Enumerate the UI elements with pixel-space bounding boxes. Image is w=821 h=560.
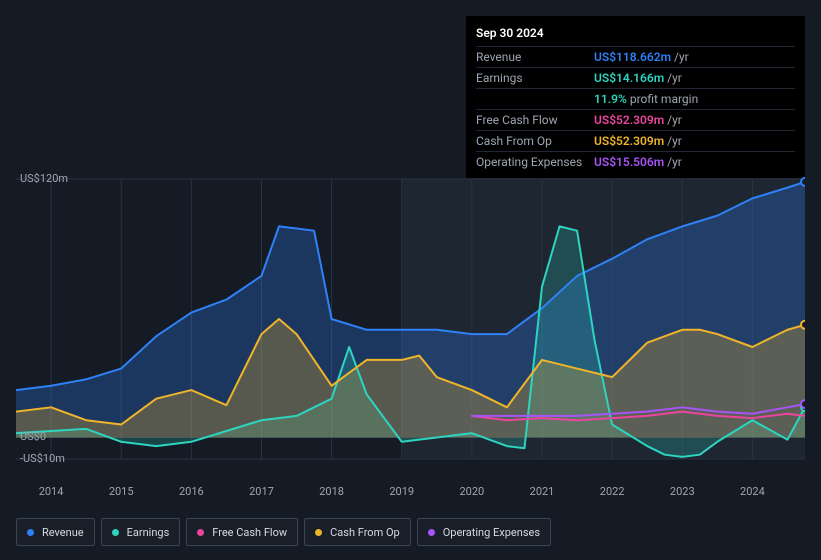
series-marker [801,178,805,186]
legend-label: Operating Expenses [443,526,540,539]
tooltip-value: US$52.309m [594,134,664,148]
legend-label: Earnings [127,526,170,539]
legend-swatch [428,529,435,536]
legend-swatch [112,529,119,536]
legend-swatch [315,529,322,536]
tooltip-label: Cash From Op [476,134,594,148]
legend-item-cash-from-op[interactable]: Cash From Op [304,518,411,546]
x-axis-label: 2022 [600,485,625,498]
x-axis-label: 2014 [39,485,64,498]
x-axis-label: 2021 [530,485,555,498]
series-marker [801,400,805,408]
tooltip-row: RevenueUS$118.662m/yr [476,46,795,67]
tooltip-value: US$14.166m [594,71,664,85]
y-axis-label: US$120m [20,172,68,185]
legend: Revenue Earnings Free Cash Flow Cash From O… [16,518,551,546]
legend-label: Cash From Op [330,526,400,539]
legend-item-earnings[interactable]: Earnings [101,518,181,546]
x-axis-label: 2023 [670,485,695,498]
tooltip-unit: /yr [667,71,682,85]
legend-label: Revenue [42,526,84,539]
legend-item-free-cash-flow[interactable]: Free Cash Flow [186,518,298,546]
tooltip-unit: /yr [667,134,682,148]
tooltip-extra-value: 11.9% [594,92,627,106]
tooltip-value: US$52.309m [594,113,664,127]
tooltip-unit: /yr [674,50,689,64]
x-axis-label: 2018 [319,485,344,498]
tooltip-row: Free Cash FlowUS$52.309m/yr [476,109,795,130]
series-marker [801,321,805,329]
x-axis-label: 2016 [179,485,204,498]
legend-item-operating-expenses[interactable]: Operating Expenses [417,518,551,546]
tooltip-date: Sep 30 2024 [476,22,795,46]
x-axis-label: 2017 [249,485,274,498]
tooltip-label: Earnings [476,71,594,85]
x-axis-label: 2020 [459,485,484,498]
chart-svg [16,159,805,499]
data-tooltip: Sep 30 2024RevenueUS$118.662m/yrEarnings… [466,16,805,178]
x-axis-label: 2015 [109,485,134,498]
tooltip-value: US$118.662m [594,50,671,64]
x-axis-label: 2019 [389,485,414,498]
tooltip-label: Revenue [476,50,594,64]
tooltip-extra-note: profit margin [630,92,698,106]
tooltip-label: Free Cash Flow [476,113,594,127]
y-axis-label: -US$10m [20,452,65,465]
tooltip-row: Cash From OpUS$52.309m/yr [476,130,795,151]
chart-container: US$120m US$0 -US$10m 2014 2015 2016 2017 2018 20… [16,159,805,499]
legend-label: Free Cash Flow [212,526,287,539]
y-axis-label: US$0 [20,430,46,443]
legend-swatch [197,529,204,536]
legend-item-revenue[interactable]: Revenue [16,518,95,546]
x-axis-label: 2024 [740,485,765,498]
tooltip-row: EarningsUS$14.166m/yr [476,67,795,88]
legend-swatch [27,529,34,536]
tooltip-row: 11.9%profit margin [476,88,795,109]
tooltip-label [476,92,594,106]
tooltip-unit: /yr [667,113,682,127]
